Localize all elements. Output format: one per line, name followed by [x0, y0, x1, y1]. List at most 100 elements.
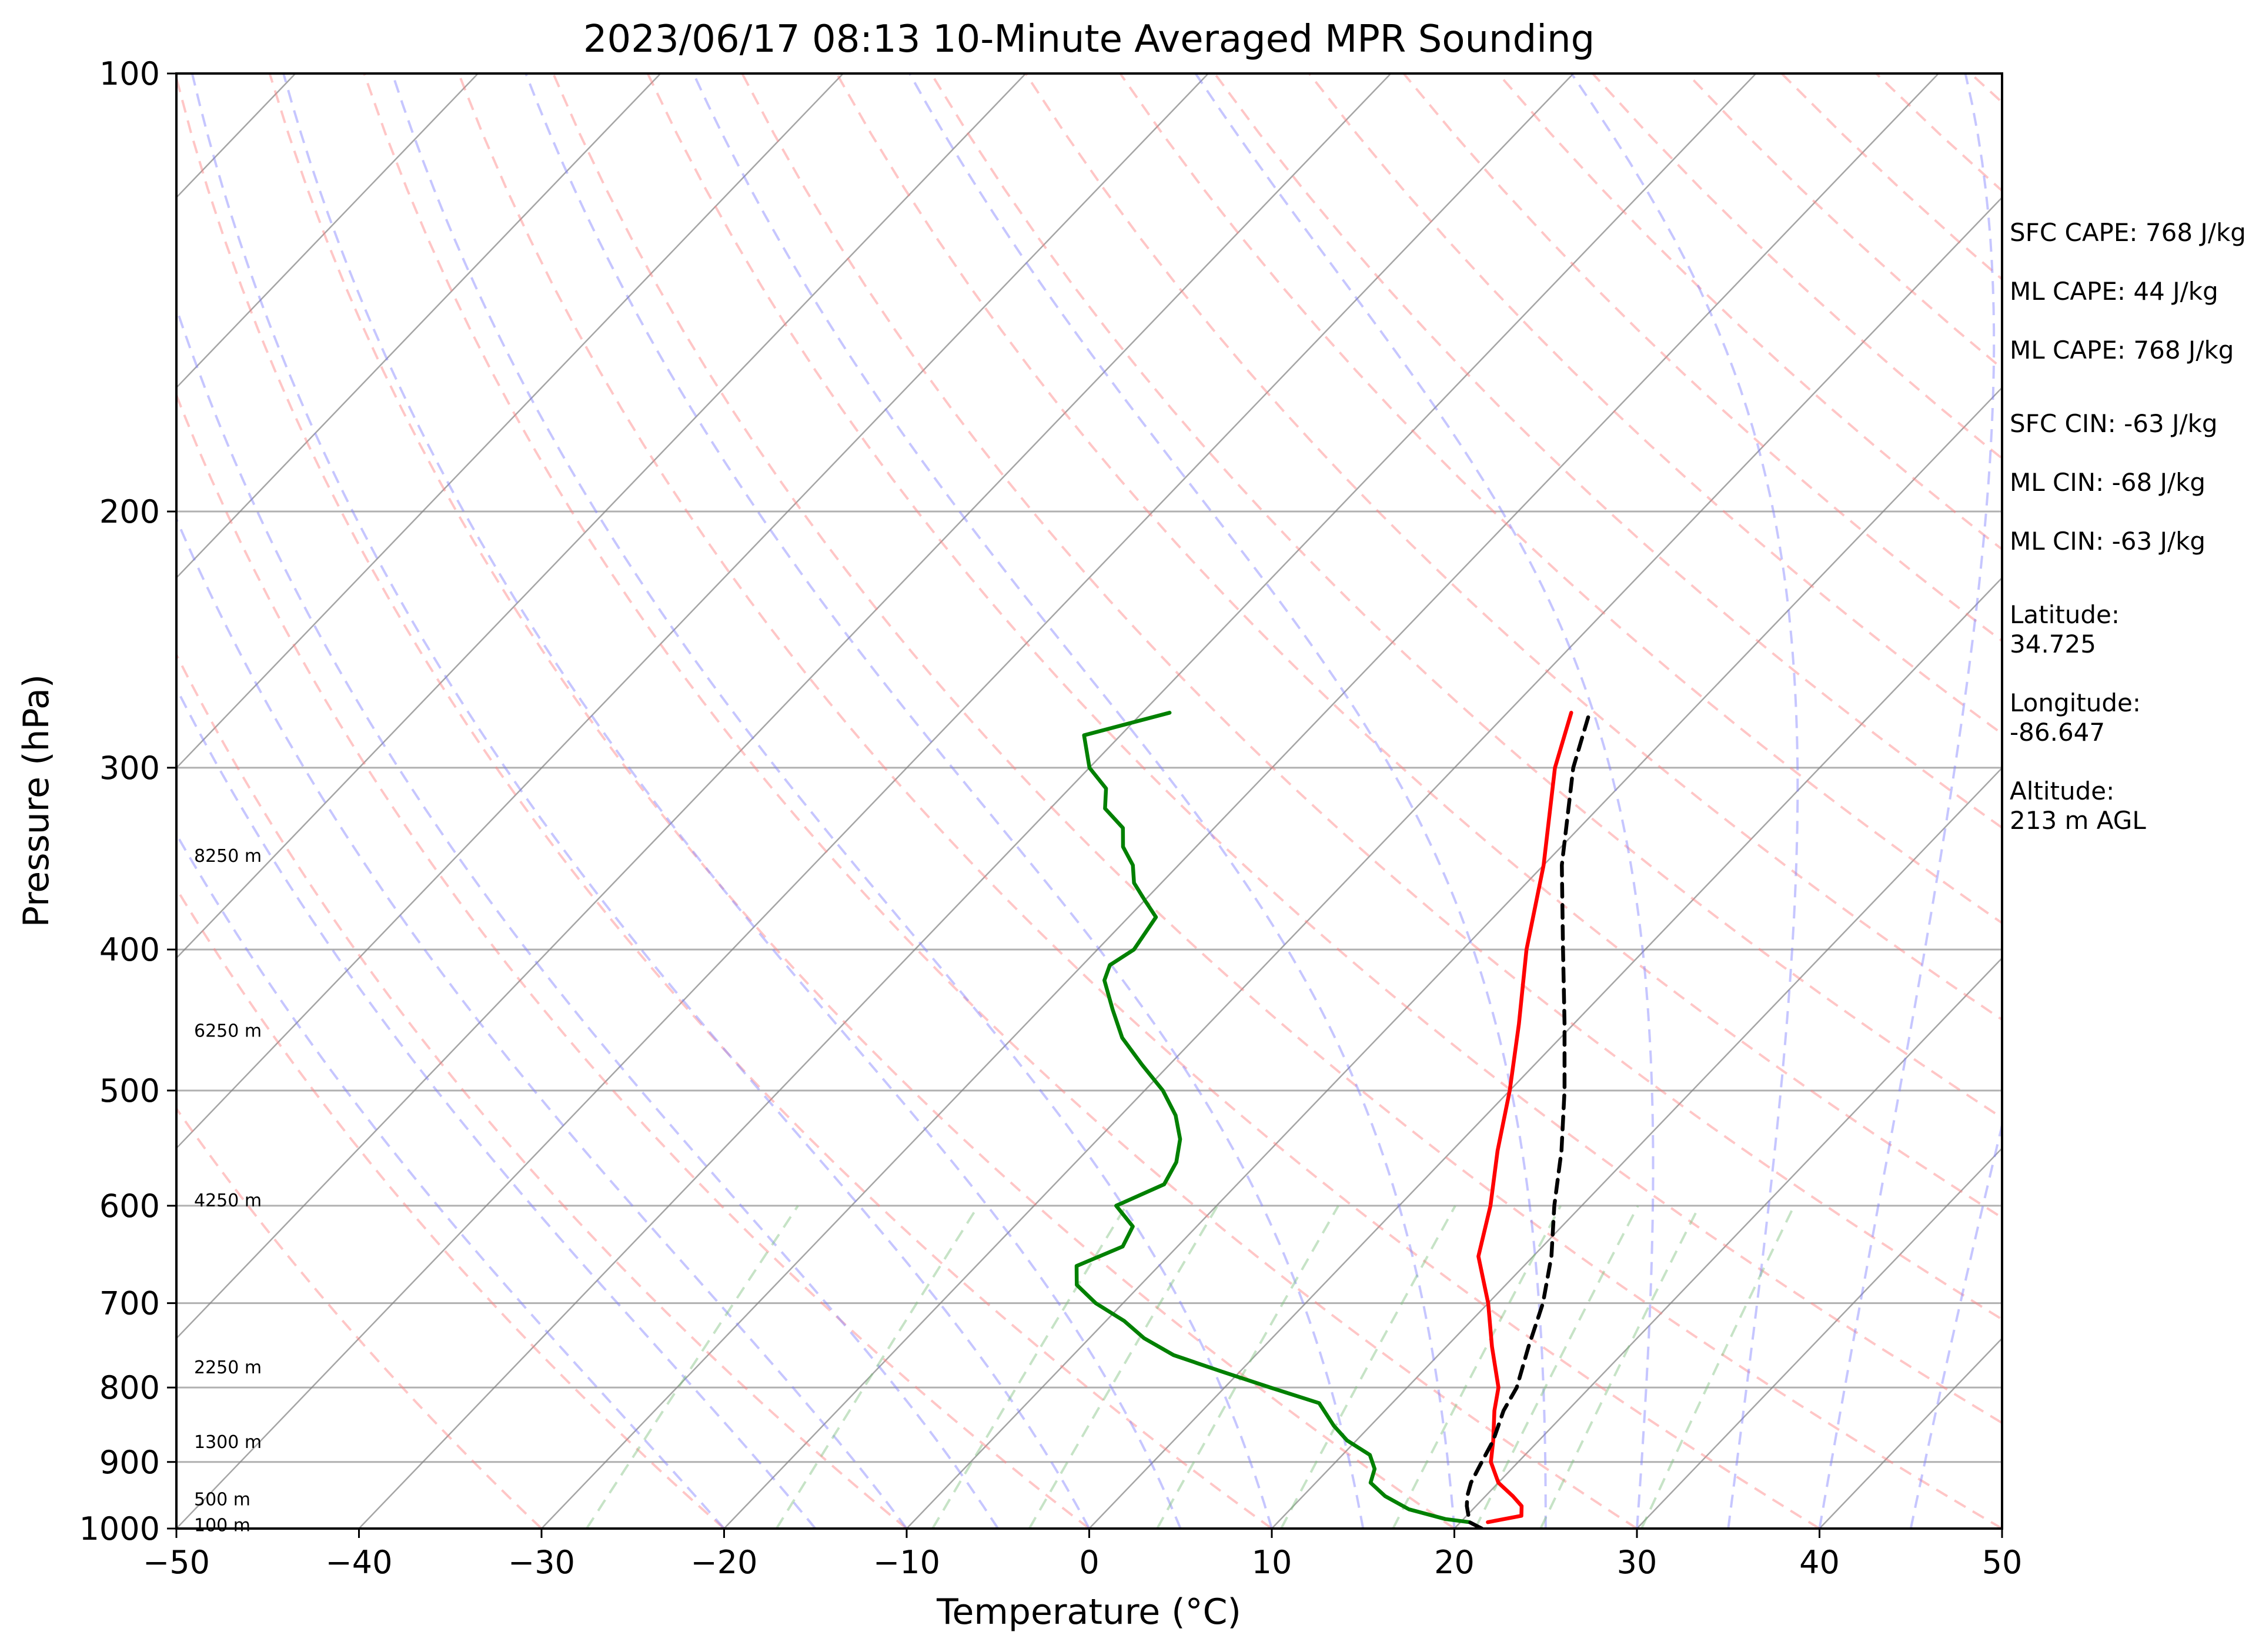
moist-adiabat-line [191, 73, 1091, 1529]
moist-adiabat-line [391, 73, 1273, 1529]
chart-title: 2023/06/17 08:13 10-Minute Averaged MPR … [583, 18, 1595, 61]
moist-adiabat-line [176, 516, 908, 1529]
moist-adiabat-line [692, 73, 1456, 1529]
isotherm-line [176, 73, 1027, 959]
info-annotation-line: ML CIN: -63 J/kg [2010, 527, 2205, 556]
moist-adiabat-line [1818, 73, 1996, 1529]
y-axis-label: Pressure (hPa) [16, 674, 57, 927]
info-annotation: ML CAPE: 768 J/kg [2010, 336, 2234, 364]
moist-adiabat-line [176, 832, 726, 1529]
x-tick-label: 10 [1252, 1544, 1292, 1581]
isotherm-line [1453, 957, 2002, 1529]
isotherm-line [176, 73, 479, 389]
y-axis-ticks: 100 200 300 400 500 600 700 800 900 1000 [79, 55, 176, 1547]
isotherm-line [176, 73, 661, 579]
info-annotation-line: 213 m AGL [2010, 806, 2146, 835]
mixing-ratio-line [775, 1205, 980, 1529]
x-tick-label: 20 [1434, 1544, 1475, 1581]
moist-adiabat-line [282, 73, 1182, 1529]
dry-adiabat-line [176, 73, 1273, 1529]
isotherm-line [1088, 577, 2002, 1529]
isotherm-line [723, 196, 2002, 1529]
x-tick-label: 0 [1079, 1544, 1099, 1581]
info-annotation-line: SFC CIN: -63 J/kg [2010, 409, 2218, 438]
dry-adiabat-line [1308, 73, 2002, 735]
mixing-ratio-line [1392, 1205, 1562, 1529]
x-tick-label: 50 [1982, 1544, 2023, 1581]
y-tick-label: 300 [99, 750, 160, 787]
y-tick-label: 400 [99, 931, 160, 968]
height-label: 6250 m [194, 1021, 262, 1042]
dry-adiabat-line [741, 73, 2002, 1321]
dry-adiabat-line [930, 73, 2002, 1119]
moist-adiabat-line [1570, 73, 1799, 1529]
isotherm-line [1636, 1147, 2002, 1529]
dewpoint-line [1074, 711, 1472, 1524]
y-tick-label: 100 [99, 55, 160, 92]
mixing-ratio-line [1474, 1205, 1639, 1529]
info-annotation-line: -86.647 [2010, 718, 2105, 747]
y-tick-label: 900 [99, 1444, 160, 1481]
mixing-ratio-line [1539, 1205, 1700, 1529]
mixing-ratio-line [1156, 1205, 1340, 1529]
dry-adiabat-line [176, 652, 908, 1529]
info-annotation-line: Altitude: [2010, 777, 2114, 805]
info-annotation: ML CIN: -68 J/kg [2010, 468, 2205, 497]
mixing-ratio-line [1280, 1205, 1456, 1529]
isotherm-line [176, 73, 1209, 1149]
x-tick-label: −50 [143, 1544, 210, 1581]
info-annotation: ML CAPE: 44 J/kg [2010, 277, 2218, 306]
moist-adiabat-line [1909, 1120, 2002, 1529]
mixing-ratio-line [586, 1205, 799, 1529]
x-tick-label: −20 [691, 1544, 758, 1581]
y-tick-label: 500 [99, 1072, 160, 1109]
info-annotation: SFC CAPE: 768 J/kg [2010, 218, 2246, 247]
info-annotation: SFC CIN: -63 J/kg [2010, 409, 2218, 438]
isotherm-line [176, 73, 844, 770]
info-annotation-line: ML CIN: -68 J/kg [2010, 468, 2205, 497]
dry-adiabat-line [363, 73, 1638, 1529]
y-tick-label: 600 [99, 1188, 160, 1225]
dry-adiabat-line [176, 886, 725, 1529]
isotherm-line [541, 73, 1939, 1529]
parcel-line [1465, 711, 1592, 1529]
info-annotation-line: ML CAPE: 768 J/kg [2010, 336, 2234, 364]
temperature-line [1476, 711, 1573, 1524]
sounding-series [1074, 711, 1592, 1529]
y-tick-label: 800 [99, 1369, 160, 1406]
info-annotation-line: Longitude: [2010, 688, 2141, 717]
info-annotation-line: SFC CAPE: 768 J/kg [2010, 218, 2246, 247]
height-label: 500 m [194, 1490, 250, 1510]
x-tick-label: −40 [326, 1544, 393, 1581]
x-axis-label: Temperature (°C) [936, 1591, 1241, 1633]
x-tick-label: −30 [508, 1544, 575, 1581]
info-annotation: Altitude: 213 m AGL [2010, 777, 2146, 835]
x-tick-label: −10 [873, 1544, 940, 1581]
x-tick-label: 40 [1799, 1544, 1840, 1581]
dry-adiabat-line [552, 73, 2002, 1529]
moist-adiabat-line [176, 685, 817, 1529]
info-annotation-line: 34.725 [2010, 630, 2096, 658]
info-annotation: Latitude: 34.725 [2010, 600, 2120, 658]
mixing-ratio-line [1640, 1205, 1796, 1529]
info-annotation: ML CIN: -63 J/kg [2010, 527, 2205, 556]
y-tick-label: 200 [99, 493, 160, 530]
background-lines [176, 73, 2002, 1529]
isotherm-line [176, 73, 1392, 1340]
dry-adiabat-line [457, 73, 1820, 1529]
y-tick-label: 700 [99, 1285, 160, 1322]
dry-adiabat-line [268, 73, 1455, 1529]
dry-adiabat-line [176, 392, 1090, 1529]
dry-adiabat-line [836, 73, 2002, 1219]
mixing-ratio-line [1028, 1205, 1219, 1529]
x-tick-label: 30 [1617, 1544, 1658, 1581]
isotherm-line [906, 386, 2002, 1529]
height-label: 8250 m [194, 846, 262, 867]
dry-adiabat-line [646, 73, 2002, 1424]
isotherm-line [358, 73, 1757, 1529]
y-tick-label: 1000 [79, 1510, 160, 1547]
height-label: 2250 m [194, 1357, 262, 1378]
moist-adiabat-line [524, 73, 1365, 1529]
